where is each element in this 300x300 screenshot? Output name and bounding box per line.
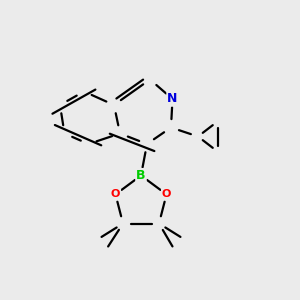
Text: N: N [167, 92, 178, 106]
Text: O: O [111, 189, 120, 200]
Text: B: B [136, 169, 146, 182]
Text: O: O [162, 189, 171, 200]
